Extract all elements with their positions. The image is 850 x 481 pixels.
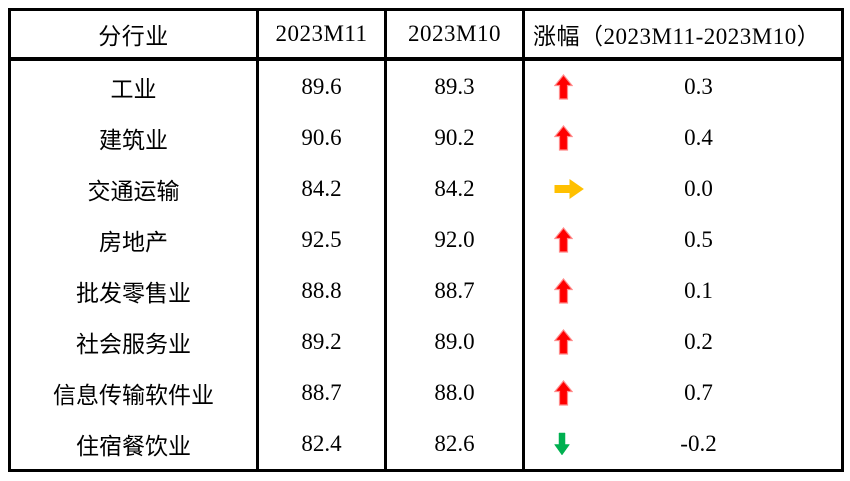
table-row: 住宿餐饮业 82.4 82.6 -0.2 [11,418,841,469]
up-arrow-icon [554,277,586,304]
table-row: 信息传输软件业 88.7 88.0 0.7 [11,367,841,418]
change-cell: 0.3 [525,61,841,112]
table-row: 社会服务业 89.2 89.0 0.2 [11,316,841,367]
change-cell: 0.0 [525,163,841,214]
change-value: 0.4 [684,124,713,150]
change-value: 0.3 [684,73,713,99]
industry-cell: 批发零售业 [11,265,259,316]
table-row: 批发零售业 88.8 88.7 0.1 [11,265,841,316]
table-row: 工业 89.6 89.3 0.3 [11,61,841,112]
value-2023m11-cell: 84.2 [259,163,387,214]
table-body: 工业 89.6 89.3 0.3 建筑业 90.6 90.2 0.4 交通运输 … [11,61,841,469]
table-row: 建筑业 90.6 90.2 0.4 [11,112,841,163]
value-2023m11-cell: 90.6 [259,112,387,163]
value-2023m10-cell: 82.6 [387,418,525,469]
value-2023m11-cell: 88.8 [259,265,387,316]
up-arrow-icon [554,73,586,100]
change-cell: 0.7 [525,367,841,418]
value-2023m10-cell: 92.0 [387,214,525,265]
up-arrow-icon [554,124,586,151]
value-2023m11-cell: 89.2 [259,316,387,367]
header-2023m10: 2023M10 [387,11,525,57]
up-arrow-icon [554,226,586,253]
industry-index-table: 分行业 2023M11 2023M10 涨幅（2023M11-2023M10） … [8,8,844,472]
value-2023m11-cell: 82.4 [259,418,387,469]
value-2023m10-cell: 88.7 [387,265,525,316]
change-value: -0.2 [680,430,717,456]
industry-cell: 建筑业 [11,112,259,163]
industry-cell: 信息传输软件业 [11,367,259,418]
industry-cell: 社会服务业 [11,316,259,367]
industry-cell: 住宿餐饮业 [11,418,259,469]
change-cell: 0.1 [525,265,841,316]
change-cell: -0.2 [525,418,841,469]
value-2023m10-cell: 89.0 [387,316,525,367]
up-arrow-icon [554,328,586,355]
table-row: 房地产 92.5 92.0 0.5 [11,214,841,265]
value-2023m10-cell: 84.2 [387,163,525,214]
change-value: 0.2 [684,328,713,354]
industry-cell: 交通运输 [11,163,259,214]
change-value: 0.1 [684,277,713,303]
value-2023m10-cell: 90.2 [387,112,525,163]
down-arrow-icon [554,432,586,456]
right-arrow-icon [554,178,586,199]
change-cell: 0.2 [525,316,841,367]
value-2023m11-cell: 92.5 [259,214,387,265]
value-2023m11-cell: 89.6 [259,61,387,112]
change-value: 0.5 [684,226,713,252]
table-header-row: 分行业 2023M11 2023M10 涨幅（2023M11-2023M10） [11,11,841,61]
change-value: 0.0 [684,175,713,201]
header-change: 涨幅（2023M11-2023M10） [533,24,821,49]
industry-cell: 工业 [11,61,259,112]
up-arrow-icon [554,379,586,406]
value-2023m10-cell: 88.0 [387,367,525,418]
header-2023m11: 2023M11 [259,11,387,57]
table-row: 交通运输 84.2 84.2 0.0 [11,163,841,214]
value-2023m11-cell: 88.7 [259,367,387,418]
change-value: 0.7 [684,379,713,405]
value-2023m10-cell: 89.3 [387,61,525,112]
change-cell: 0.4 [525,112,841,163]
change-cell: 0.5 [525,214,841,265]
header-industry: 分行业 [11,11,259,57]
industry-cell: 房地产 [11,214,259,265]
